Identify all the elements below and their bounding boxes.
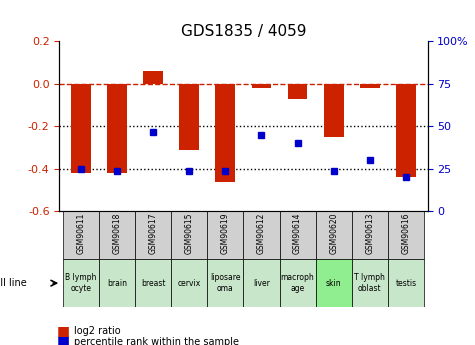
- Bar: [252, 84, 271, 88]
- Text: testis: testis: [395, 279, 417, 288]
- FancyBboxPatch shape: [244, 259, 279, 307]
- FancyBboxPatch shape: [135, 211, 171, 259]
- Text: B lymph
ocyte: B lymph ocyte: [66, 274, 97, 293]
- Title: GDS1835 / 4059: GDS1835 / 4059: [180, 24, 306, 39]
- Text: brain: brain: [107, 279, 127, 288]
- Bar: [216, 84, 235, 182]
- Text: T lymph
oblast: T lymph oblast: [354, 274, 385, 293]
- FancyBboxPatch shape: [63, 259, 99, 307]
- Text: breast: breast: [141, 279, 165, 288]
- FancyBboxPatch shape: [315, 259, 352, 307]
- FancyBboxPatch shape: [99, 211, 135, 259]
- Text: ■: ■: [57, 335, 70, 345]
- Text: GSM90614: GSM90614: [293, 213, 302, 254]
- FancyBboxPatch shape: [244, 211, 279, 259]
- Bar: [288, 84, 307, 99]
- Text: cell line: cell line: [0, 278, 27, 288]
- FancyBboxPatch shape: [388, 259, 424, 307]
- FancyBboxPatch shape: [135, 259, 171, 307]
- Bar: [324, 84, 343, 137]
- Text: percentile rank within the sample: percentile rank within the sample: [74, 337, 238, 345]
- Text: GSM90617: GSM90617: [149, 213, 158, 254]
- Bar: [143, 71, 163, 84]
- Text: GSM90616: GSM90616: [401, 213, 410, 254]
- FancyBboxPatch shape: [171, 211, 208, 259]
- Text: liposare
oma: liposare oma: [210, 274, 241, 293]
- FancyBboxPatch shape: [63, 211, 99, 259]
- Bar: [360, 84, 380, 88]
- Bar: [396, 84, 416, 177]
- FancyBboxPatch shape: [315, 211, 352, 259]
- FancyBboxPatch shape: [208, 211, 244, 259]
- FancyBboxPatch shape: [208, 259, 244, 307]
- Bar: [71, 84, 91, 173]
- Text: skin: skin: [326, 279, 342, 288]
- Text: GSM90618: GSM90618: [113, 213, 122, 254]
- FancyBboxPatch shape: [279, 259, 315, 307]
- FancyBboxPatch shape: [279, 211, 315, 259]
- Text: liver: liver: [253, 279, 270, 288]
- Text: cervix: cervix: [178, 279, 201, 288]
- FancyBboxPatch shape: [388, 211, 424, 259]
- FancyBboxPatch shape: [99, 259, 135, 307]
- Text: GSM90613: GSM90613: [365, 213, 374, 254]
- Text: GSM90611: GSM90611: [76, 213, 86, 254]
- Text: GSM90615: GSM90615: [185, 213, 194, 254]
- Text: macroph
age: macroph age: [281, 274, 314, 293]
- Bar: [180, 84, 199, 150]
- Text: GSM90619: GSM90619: [221, 213, 230, 254]
- FancyBboxPatch shape: [171, 259, 208, 307]
- Text: log2 ratio: log2 ratio: [74, 326, 120, 336]
- Text: GSM90612: GSM90612: [257, 213, 266, 254]
- Bar: [107, 84, 127, 173]
- Text: GSM90620: GSM90620: [329, 213, 338, 254]
- Text: ■: ■: [57, 324, 70, 338]
- FancyBboxPatch shape: [352, 259, 388, 307]
- FancyBboxPatch shape: [352, 211, 388, 259]
